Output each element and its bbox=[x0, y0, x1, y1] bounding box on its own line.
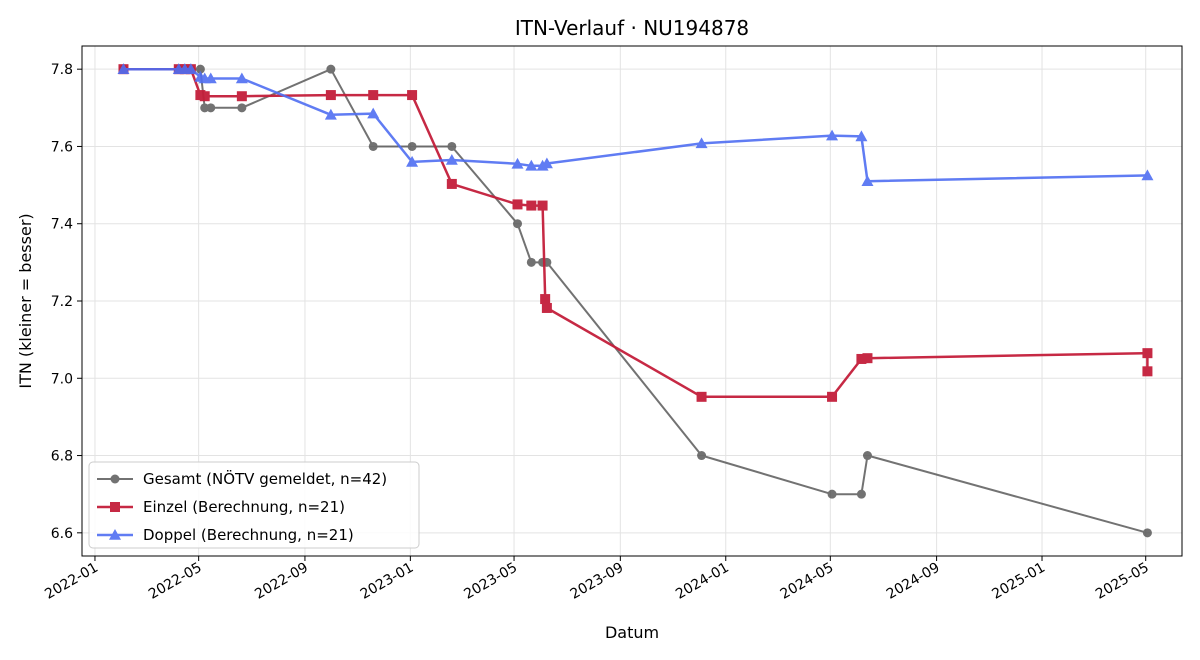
legend-marker bbox=[109, 529, 121, 540]
chart-title: ITN-Verlauf · NU194878 bbox=[515, 16, 749, 40]
data-point bbox=[1141, 169, 1154, 181]
y-tick-label: 7.0 bbox=[51, 371, 73, 387]
x-tick-label: 2025-05 bbox=[1093, 560, 1152, 603]
data-point bbox=[1142, 348, 1153, 359]
data-point bbox=[696, 391, 707, 402]
data-point bbox=[525, 159, 538, 171]
y-tick-label: 7.2 bbox=[51, 294, 73, 310]
data-point bbox=[445, 153, 458, 165]
series-layer bbox=[117, 63, 1154, 538]
data-point bbox=[827, 489, 837, 499]
grid bbox=[82, 46, 1182, 556]
y-tick-label: 7.4 bbox=[51, 217, 73, 233]
data-point bbox=[195, 64, 205, 74]
y-tick-label: 6.8 bbox=[51, 449, 73, 465]
data-point bbox=[862, 451, 872, 461]
series-line bbox=[123, 67, 1148, 183]
data-point bbox=[407, 141, 417, 151]
data-point bbox=[855, 130, 868, 142]
data-point bbox=[856, 489, 866, 499]
y-tick-label: 7.8 bbox=[51, 62, 73, 78]
data-point bbox=[513, 219, 523, 229]
data-point bbox=[235, 72, 248, 84]
x-axis-label: Datum bbox=[605, 623, 659, 642]
data-point bbox=[326, 64, 336, 74]
data-point bbox=[184, 63, 197, 74]
x-tick-label: 2023-09 bbox=[568, 560, 627, 603]
x-tick-label: 2022-05 bbox=[146, 560, 205, 603]
data-point bbox=[861, 175, 874, 187]
data-point bbox=[512, 199, 523, 210]
data-point bbox=[237, 103, 247, 113]
data-point bbox=[541, 302, 552, 313]
data-point bbox=[862, 353, 873, 364]
legend-item bbox=[97, 529, 133, 540]
legend-marker bbox=[110, 502, 120, 512]
data-point bbox=[540, 157, 553, 169]
y-axis-label: ITN (kleiner = besser) bbox=[16, 213, 35, 388]
data-point bbox=[526, 257, 536, 267]
data-point bbox=[1142, 528, 1152, 538]
data-point bbox=[697, 451, 707, 461]
data-point bbox=[695, 137, 708, 149]
legend-item bbox=[97, 474, 133, 484]
data-point bbox=[367, 107, 380, 119]
x-tick-label: 2023-01 bbox=[358, 560, 417, 603]
data-point bbox=[204, 72, 217, 84]
data-point bbox=[526, 200, 537, 211]
x-tick-label: 2024-05 bbox=[778, 560, 837, 603]
data-point bbox=[540, 294, 551, 305]
data-point bbox=[236, 91, 247, 102]
data-point bbox=[117, 63, 130, 74]
data-point bbox=[1142, 366, 1153, 377]
data-point bbox=[325, 90, 336, 101]
data-point bbox=[368, 90, 379, 101]
legend-label: Einzel (Berechnung, n=21) bbox=[143, 498, 345, 516]
series-line bbox=[123, 67, 1149, 399]
data-point bbox=[446, 178, 457, 189]
x-tick-label: 2022-09 bbox=[252, 560, 311, 603]
y-tick-label: 7.6 bbox=[51, 139, 73, 155]
series-triangle-group bbox=[117, 63, 1154, 187]
data-point bbox=[856, 353, 867, 364]
data-point bbox=[324, 108, 337, 120]
legend: Gesamt (NÖTV gemeldet, n=42) Einzel (Bere… bbox=[88, 461, 420, 549]
legend-item bbox=[97, 502, 133, 512]
y-tick-label: 6.6 bbox=[51, 526, 73, 542]
data-point bbox=[827, 391, 838, 402]
data-point bbox=[368, 141, 378, 151]
data-point bbox=[826, 129, 839, 141]
x-tick-label: 2023-05 bbox=[461, 560, 520, 603]
legend-marker bbox=[110, 474, 120, 484]
x-tick-label: 2025-01 bbox=[989, 560, 1048, 603]
data-point bbox=[206, 103, 216, 113]
data-point bbox=[447, 141, 457, 151]
legend-box bbox=[88, 461, 420, 549]
legend-label: Doppel (Berechnung, n=21) bbox=[143, 526, 354, 544]
x-tick-label: 2024-01 bbox=[673, 560, 732, 603]
data-point bbox=[406, 155, 419, 167]
data-point bbox=[511, 157, 524, 169]
series-square-group bbox=[118, 64, 1153, 402]
x-tick-label: 2022-01 bbox=[42, 560, 101, 603]
legend-label: Gesamt (NÖTV gemeldet, n=42) bbox=[143, 469, 387, 488]
x-tick-label: 2024-09 bbox=[884, 560, 943, 603]
data-point bbox=[199, 91, 210, 102]
data-point bbox=[537, 200, 548, 211]
data-point bbox=[407, 90, 418, 101]
